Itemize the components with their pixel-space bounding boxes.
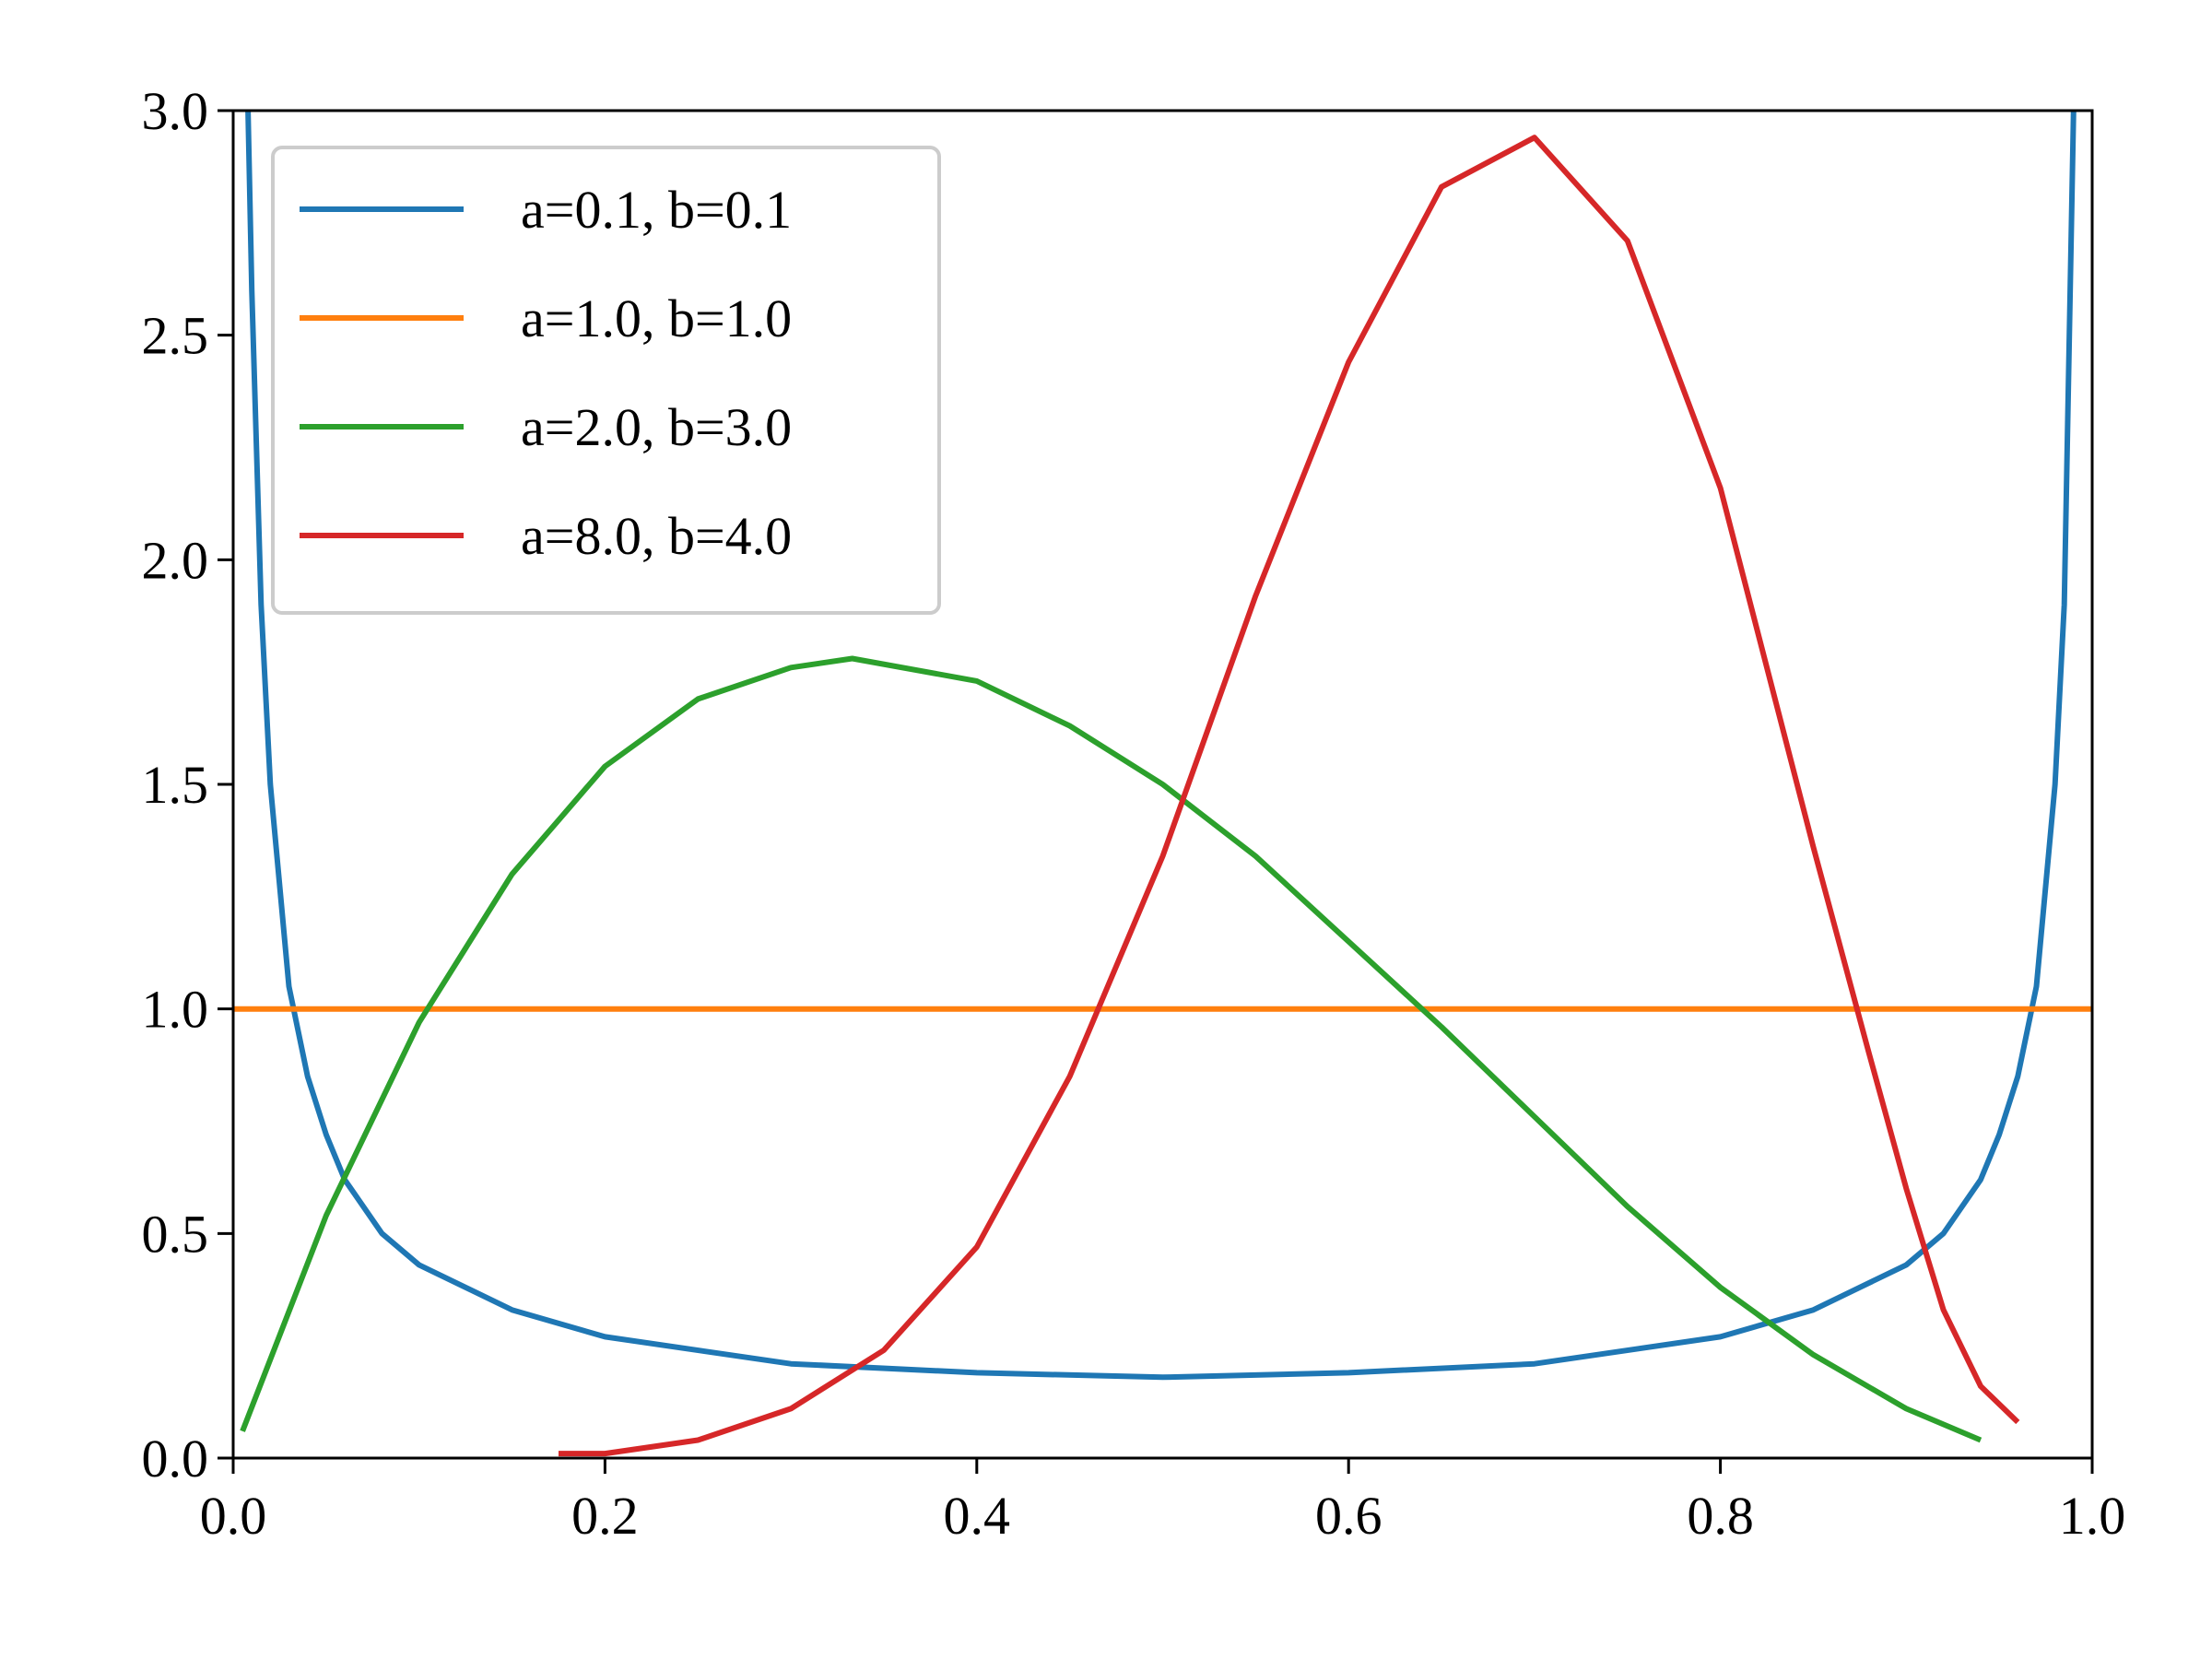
y-tick-label: 0.5 [142,1204,209,1264]
x-tick-label: 0.6 [1315,1486,1382,1546]
y-tick-label: 2.0 [142,530,209,590]
x-tick-label: 0.0 [200,1486,267,1546]
legend-label-2: a=2.0, b=3.0 [521,397,792,457]
legend-label-3: a=8.0, b=4.0 [521,506,792,566]
legend-box [271,146,941,615]
y-tick-label: 2.5 [142,306,209,366]
y-tick-label: 1.0 [142,980,209,1040]
series-line-3 [559,135,2020,1457]
legend-label-0: a=0.1, b=0.1 [521,180,792,240]
legend-label-1: a=1.0, b=1.0 [521,288,792,348]
x-tick-label: 0.8 [1687,1486,1754,1546]
y-tick-label: 3.0 [142,81,209,141]
ticks-layer: 0.0 0.2 0.4 0.6 0.8 1.0 0.0 0.5 1.0 1.5 2.0 2.5 3.0 [142,81,2126,1546]
series-line-0 [245,111,2077,1381]
y-tick-label: 0.0 [142,1429,209,1488]
y-tick-label: 1.5 [142,755,209,815]
x-tick-label: 1.0 [2059,1486,2126,1546]
series-line-2 [240,655,1983,1443]
x-tick-label: 0.2 [571,1486,639,1546]
legend: a=0.1, b=0.1 a=1.0, b=1.0 a=2.0, b=3.0 a=8.… [271,146,941,615]
series-layer [233,111,2092,1457]
x-tick-label: 0.4 [944,1486,1011,1546]
